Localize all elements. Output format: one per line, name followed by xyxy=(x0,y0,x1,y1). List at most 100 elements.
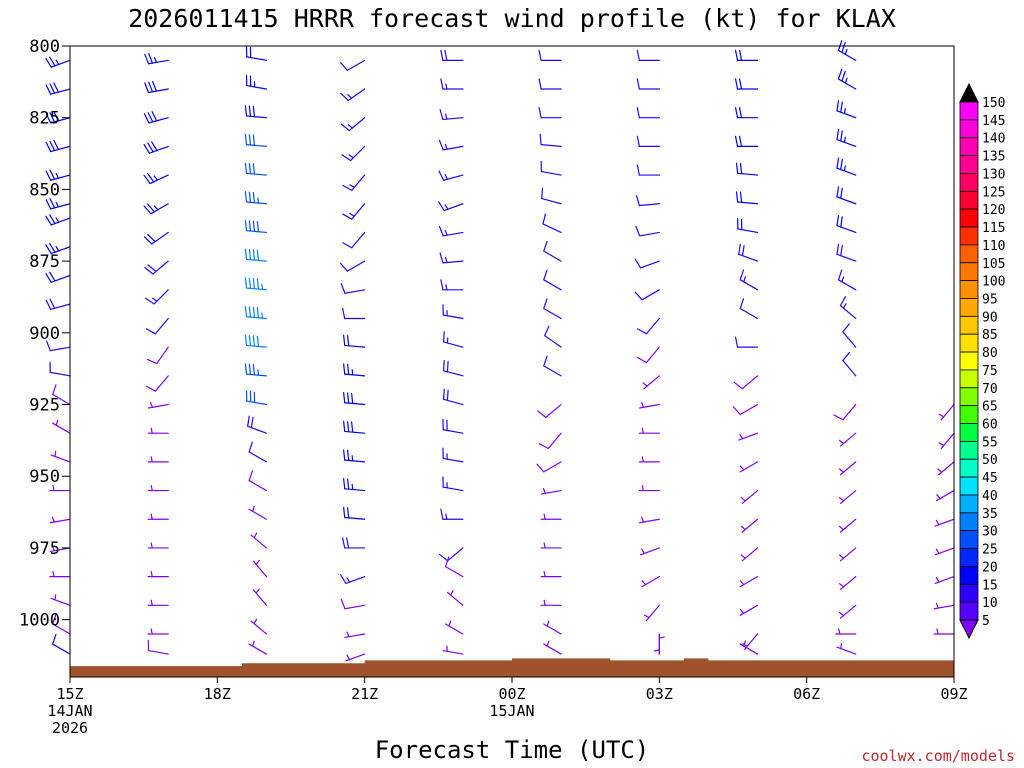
wind-barb xyxy=(244,105,268,119)
x-tick-label-18-0: 09Z xyxy=(940,685,967,703)
wind-barb xyxy=(543,640,562,655)
wind-barb xyxy=(636,346,660,364)
wind-barb xyxy=(49,361,71,377)
y-tick-label-925: 925 xyxy=(29,396,60,416)
wind-barb xyxy=(244,133,268,147)
wind-barb xyxy=(144,53,169,65)
wind-barb xyxy=(444,556,464,578)
wind-barb xyxy=(438,225,464,237)
wind-barb xyxy=(734,135,759,147)
wind-barb xyxy=(340,59,366,71)
wind-barb xyxy=(933,602,955,610)
wind-barb xyxy=(540,487,562,495)
wind-barb xyxy=(244,277,268,291)
wind-barb xyxy=(340,598,366,610)
wind-barb xyxy=(937,461,955,476)
wind-barb xyxy=(145,317,169,335)
wind-barb xyxy=(45,139,71,153)
wind-barb xyxy=(446,589,464,606)
colorbar-label-140: 140 xyxy=(982,132,1005,147)
wind-barb xyxy=(52,384,71,406)
wind-barb xyxy=(345,653,366,662)
wind-barb xyxy=(147,456,169,463)
wind-barb xyxy=(438,201,464,212)
colorbar-label-125: 125 xyxy=(982,185,1005,200)
wind-barb xyxy=(50,594,71,606)
colorbar-cell-115 xyxy=(959,226,979,246)
wind-barb xyxy=(439,109,464,121)
wind-barb xyxy=(45,198,71,210)
colorbar-label-80: 80 xyxy=(982,346,998,361)
wind-barb xyxy=(538,432,562,450)
y-tick-label-800: 800 xyxy=(29,37,60,57)
wind-barb xyxy=(50,450,71,463)
wind-barb xyxy=(250,618,268,635)
wind-barb xyxy=(45,242,71,255)
wind-barb xyxy=(45,169,71,181)
wind-barb xyxy=(342,537,366,549)
wind-barb xyxy=(842,323,857,348)
wind-barb xyxy=(734,78,759,90)
wind-barb xyxy=(836,186,857,205)
colorbar-label-130: 130 xyxy=(982,167,1005,182)
wind-barb xyxy=(147,628,169,635)
wind-barb xyxy=(143,231,169,245)
wind-barb xyxy=(838,489,857,505)
colorbar-label-50: 50 xyxy=(982,453,998,468)
wind-barb xyxy=(738,432,759,441)
wind-barb xyxy=(540,571,562,578)
wind-barb xyxy=(45,298,71,310)
wind-barb xyxy=(248,505,268,520)
terrain-layer xyxy=(70,658,954,677)
colorbar-cell-75 xyxy=(959,369,979,389)
colorbar-cell-50 xyxy=(959,458,979,478)
wind-barb xyxy=(45,111,71,124)
colorbar-label-30: 30 xyxy=(982,525,998,540)
wind-barb xyxy=(836,214,857,234)
colorbar-label-65: 65 xyxy=(982,400,998,415)
wind-barb xyxy=(734,336,759,348)
wind-barb xyxy=(440,49,464,61)
wind-barb xyxy=(342,231,366,249)
wind-barb xyxy=(740,547,759,562)
wind-barb xyxy=(538,107,562,119)
wind-barb xyxy=(342,174,366,191)
wind-barb xyxy=(442,418,464,434)
wind-barb xyxy=(147,484,169,492)
wind-barb xyxy=(245,74,268,90)
wind-barb xyxy=(144,289,169,305)
wind-barb xyxy=(49,545,71,553)
y-tick-label-875: 875 xyxy=(29,252,60,272)
wind-barb xyxy=(343,478,366,492)
wind-barb xyxy=(442,388,464,406)
wind-barb xyxy=(442,359,464,377)
wind-barb xyxy=(339,574,366,585)
colorbar-label-15: 15 xyxy=(982,578,998,593)
wind-barb xyxy=(49,571,71,578)
wind-barb xyxy=(638,456,660,463)
colorbar-label-115: 115 xyxy=(982,221,1005,236)
wind-barb xyxy=(143,111,169,124)
wind-barb xyxy=(936,489,955,502)
colorbar-cell-40 xyxy=(959,494,979,514)
y-tick-label-975: 975 xyxy=(29,539,60,559)
wind-barb xyxy=(52,633,71,655)
wind-barb xyxy=(245,46,268,61)
wind-barb xyxy=(250,532,268,549)
wind-barb xyxy=(635,225,660,237)
colorbar-label-20: 20 xyxy=(982,560,998,575)
colorbar-cell-80 xyxy=(959,351,979,371)
wind-barb xyxy=(842,351,857,377)
wind-barb xyxy=(147,571,169,578)
x-tick-label-0-2: 2026 xyxy=(52,719,88,737)
colorbar-label-135: 135 xyxy=(982,150,1005,165)
wind-barb xyxy=(145,375,169,392)
colorbar-label-45: 45 xyxy=(982,471,998,486)
x-tick-label-9-0: 00Z xyxy=(498,685,525,703)
wind-barb xyxy=(248,441,268,463)
y-tick-label-900: 900 xyxy=(29,324,60,344)
wind-barb xyxy=(636,107,660,119)
wind-barb xyxy=(734,49,759,61)
colorbar-cell-100 xyxy=(959,280,979,299)
wind-barb xyxy=(252,588,268,606)
